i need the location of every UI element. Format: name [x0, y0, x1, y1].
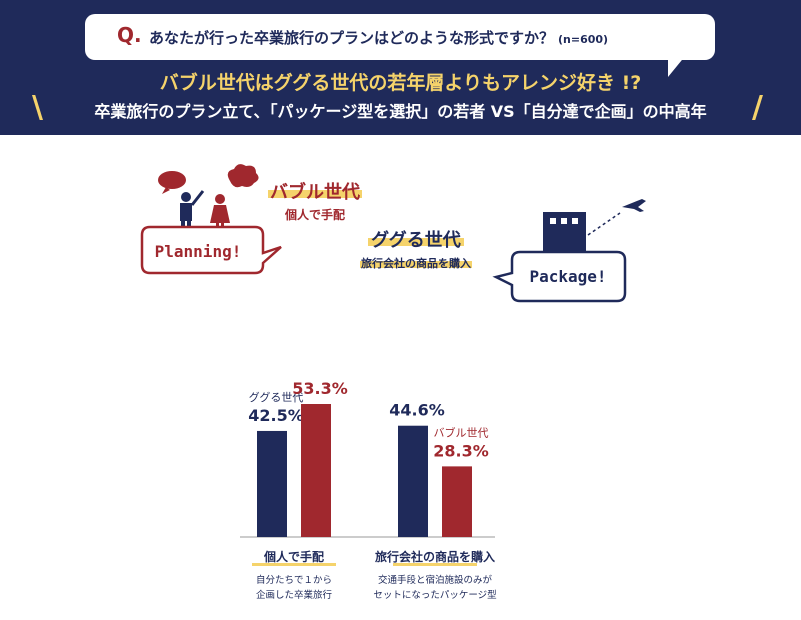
question-label: Q.	[117, 23, 142, 47]
bar-1-1	[442, 466, 472, 537]
category-note-1-1: セットになったパッケージ型	[373, 590, 497, 601]
package-label: Package!	[529, 267, 606, 286]
value-label-1-0: 44.6%	[389, 401, 445, 420]
bar-series-label-1-1: バブル世代	[434, 425, 489, 439]
guguru-gen-title: ググる世代	[371, 229, 461, 251]
category-label-1: 旅行会社の商品を購入	[375, 549, 495, 564]
headline: バブル世代はググる世代の若年層よりもアレンジ好き !?	[159, 72, 642, 94]
bubble-gen-title: バブル世代	[270, 181, 360, 203]
subheadline: 卒業旅行のプラン立て、「パッケージ型を選択」の若者 VS「自分達で企画」の中高年	[94, 102, 707, 121]
category-note-0-1: 企画した卒業旅行	[256, 589, 333, 601]
category-note-1-0: 交通手段と宿泊施設のみが	[378, 574, 493, 586]
category-underline-0	[252, 563, 336, 566]
guguru-title-highlight	[368, 238, 464, 246]
category-label-0: 個人で手配	[263, 549, 324, 564]
guguru-sub-highlight	[360, 261, 472, 268]
planning-callout: Planning!	[140, 225, 282, 275]
question-box: Q. あなたが行った卒業旅行のプランはどのような形式ですか？ (n=600)	[85, 14, 715, 60]
category-note-0-0: 自分たちで１から	[256, 574, 332, 586]
bubble-title-highlight	[268, 190, 362, 198]
bar-1-0	[398, 425, 428, 537]
package-callout: Package!	[492, 250, 627, 303]
header-banner: Q. あなたが行った卒業旅行のプランはどのような形式ですか？ (n=600) バブ…	[0, 0, 801, 135]
bar-series-label-0-0: ググる世代	[249, 390, 304, 404]
question-box-tail	[668, 55, 686, 77]
value-label-0-1: 53.3%	[292, 379, 348, 398]
bar-chart: Planning! バブル世代 個人で手配 Package! ググる世代 旅行会…	[140, 164, 646, 601]
bar-0-1	[301, 404, 331, 537]
question-text: あなたが行った卒業旅行のプランはどのような形式ですか？ (n=600)	[149, 27, 608, 48]
value-label-1-1: 28.3%	[433, 441, 489, 460]
value-label-0-0: 42.5%	[248, 406, 304, 425]
guguru-gen-subtitle: 旅行会社の商品を購入	[361, 256, 471, 270]
bubble-gen-subtitle: 個人で手配	[284, 207, 345, 222]
slash-left-decoration: \	[32, 90, 43, 125]
question-body: あなたが行った卒業旅行のプランはどのような形式ですか？	[149, 29, 555, 47]
building-plane-icon	[543, 199, 646, 257]
planning-people-icon	[158, 164, 259, 235]
planning-label: Planning!	[155, 242, 242, 261]
slash-right-decoration: /	[752, 90, 763, 125]
bar-0-0	[257, 430, 287, 537]
sample-size: (n=600)	[558, 33, 609, 46]
category-underline-1	[393, 563, 477, 566]
